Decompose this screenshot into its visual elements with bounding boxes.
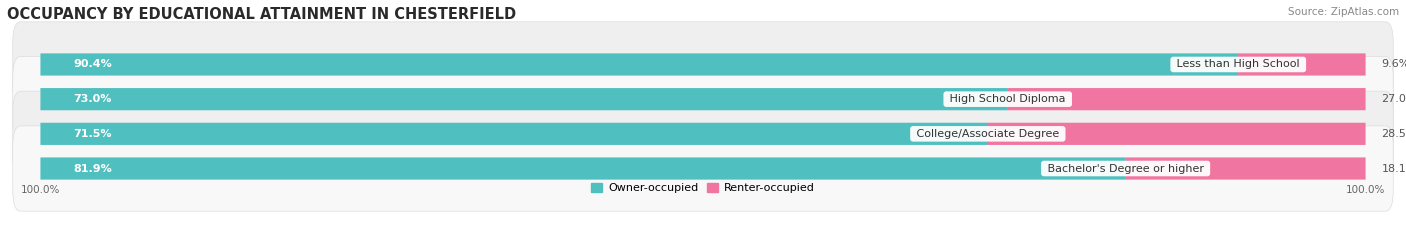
FancyBboxPatch shape xyxy=(1008,88,1365,110)
FancyBboxPatch shape xyxy=(13,22,1393,107)
FancyBboxPatch shape xyxy=(1239,53,1365,75)
Text: 18.1%: 18.1% xyxy=(1381,164,1406,174)
FancyBboxPatch shape xyxy=(13,91,1393,176)
Text: 73.0%: 73.0% xyxy=(73,94,112,104)
Text: Less than High School: Less than High School xyxy=(1173,59,1303,69)
Text: 100.0%: 100.0% xyxy=(21,185,60,195)
FancyBboxPatch shape xyxy=(41,123,988,145)
Text: Source: ZipAtlas.com: Source: ZipAtlas.com xyxy=(1288,7,1399,17)
FancyBboxPatch shape xyxy=(41,53,1239,75)
FancyBboxPatch shape xyxy=(41,88,1008,110)
FancyBboxPatch shape xyxy=(41,158,1126,180)
Text: 27.0%: 27.0% xyxy=(1381,94,1406,104)
Text: 71.5%: 71.5% xyxy=(73,129,112,139)
Text: 90.4%: 90.4% xyxy=(73,59,112,69)
Text: College/Associate Degree: College/Associate Degree xyxy=(912,129,1063,139)
FancyBboxPatch shape xyxy=(13,57,1393,142)
Text: 81.9%: 81.9% xyxy=(73,164,112,174)
Text: 28.5%: 28.5% xyxy=(1381,129,1406,139)
FancyBboxPatch shape xyxy=(13,126,1393,211)
FancyBboxPatch shape xyxy=(988,123,1365,145)
Text: Bachelor's Degree or higher: Bachelor's Degree or higher xyxy=(1043,164,1208,174)
Text: High School Diploma: High School Diploma xyxy=(946,94,1069,104)
Text: OCCUPANCY BY EDUCATIONAL ATTAINMENT IN CHESTERFIELD: OCCUPANCY BY EDUCATIONAL ATTAINMENT IN C… xyxy=(7,7,516,22)
Legend: Owner-occupied, Renter-occupied: Owner-occupied, Renter-occupied xyxy=(586,178,820,197)
FancyBboxPatch shape xyxy=(1126,158,1365,180)
Text: 100.0%: 100.0% xyxy=(1346,185,1385,195)
Text: 9.6%: 9.6% xyxy=(1381,59,1406,69)
